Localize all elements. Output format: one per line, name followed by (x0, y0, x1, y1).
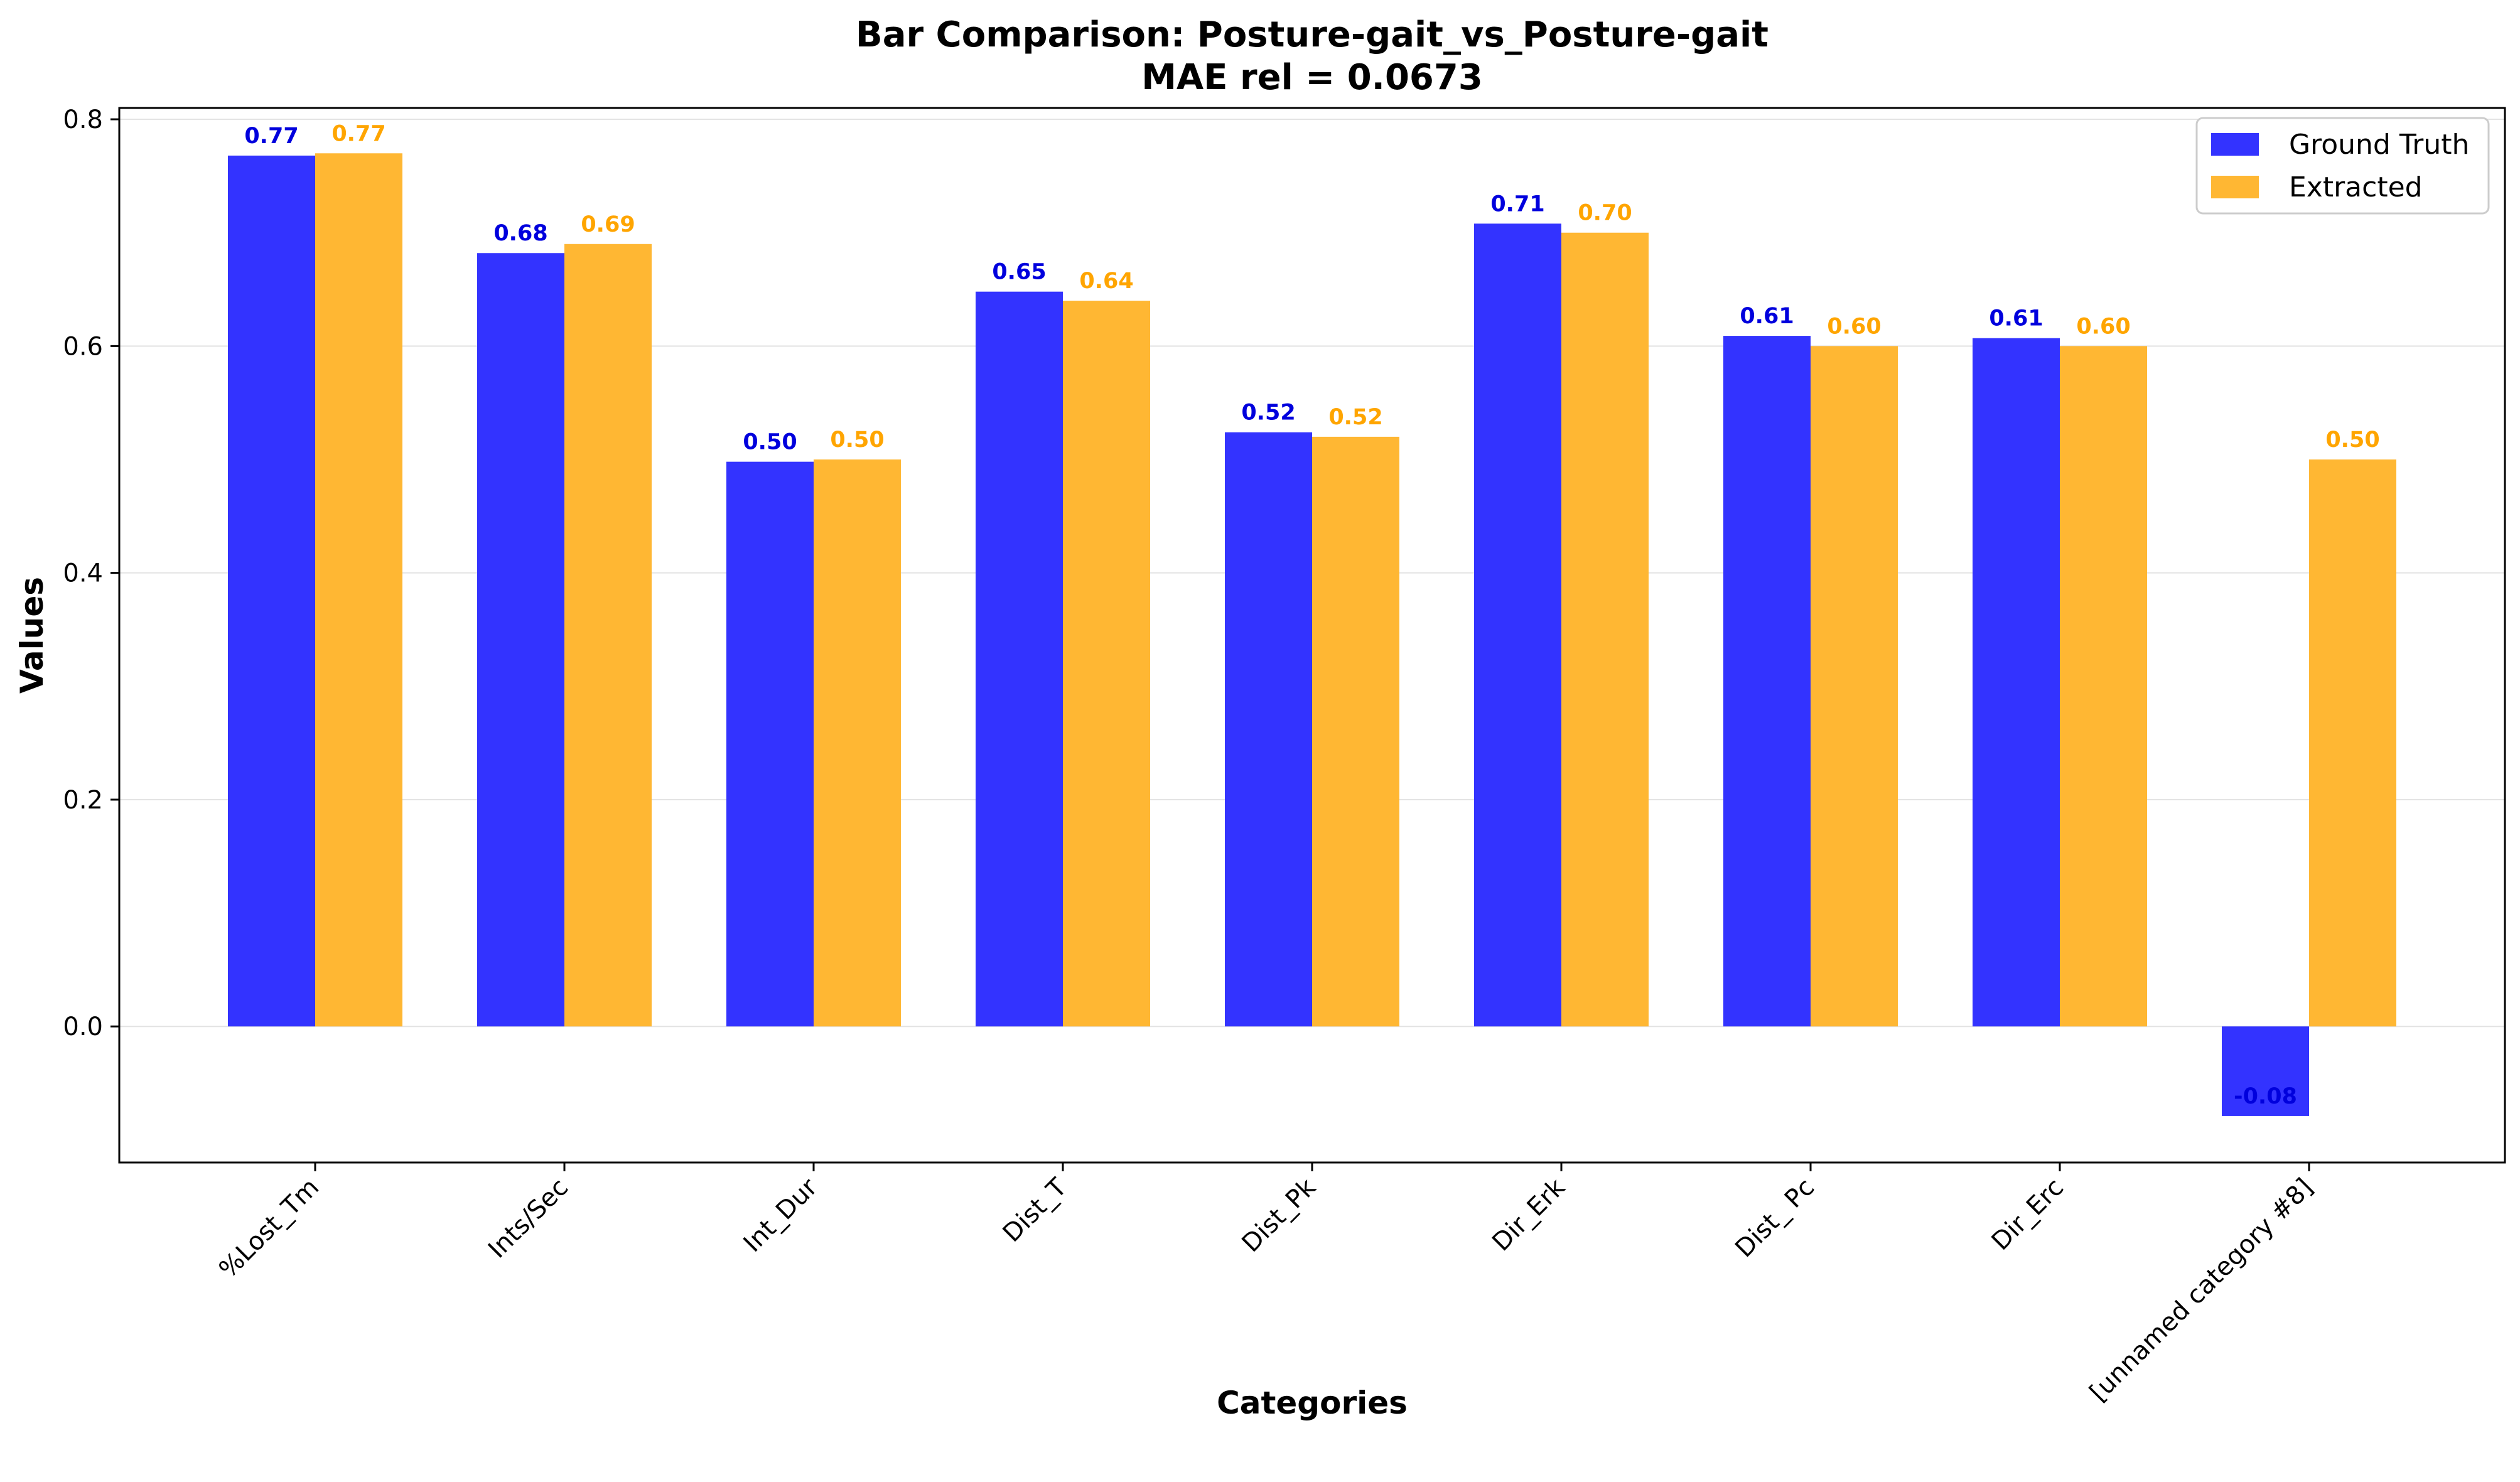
bar-ground-truth (1474, 223, 1561, 1027)
bar-extracted (315, 153, 402, 1027)
x-tick-label: Ints/Sec (483, 1173, 574, 1264)
value-label-extracted: 0.64 (1079, 269, 1133, 294)
value-label-extracted: 0.50 (2325, 427, 2379, 453)
x-tick-label: Int_Dur (738, 1173, 824, 1258)
y-tick-label: 0.2 (63, 786, 103, 815)
bar-extracted (814, 459, 901, 1027)
legend-swatch-extracted (2211, 176, 2259, 198)
legend-label-ground-truth: Ground Truth (2289, 129, 2469, 161)
chart-subtitle: MAE rel = 0.0673 (1141, 57, 1483, 98)
x-tick-label: Dir_Erk (1487, 1173, 1571, 1257)
bar-extracted (1312, 436, 1399, 1027)
y-axis-label: Values (14, 577, 50, 694)
bar-extracted (1063, 301, 1150, 1027)
x-tick-label: Dir_Erc (1986, 1173, 2069, 1256)
value-label-ground-truth: 0.61 (1989, 306, 2043, 331)
value-label-ground-truth: 0.71 (1490, 191, 1544, 217)
bars (228, 153, 2396, 1116)
bar-ground-truth (1723, 336, 1811, 1027)
y-tick-label: 0.4 (63, 559, 103, 588)
x-axis-ticks: %Lost_Tm Ints/Sec Int_Dur Dist_T Dist_Pk Dir_… (213, 1163, 2318, 1407)
x-axis-label: Categories (1217, 1385, 1408, 1421)
y-tick-label: 0.6 (63, 332, 103, 361)
value-labels: 0.77 0.68 0.50 0.65 0.52 0.71 0.61 0.61 -0.08 0.7… (244, 121, 2379, 1109)
bar-ground-truth (477, 253, 564, 1027)
bar-ground-truth (2222, 1026, 2309, 1116)
bar-ground-truth (228, 155, 315, 1027)
value-label-ground-truth: 0.61 (1740, 304, 1794, 329)
x-tick-label: Dist_Pk (1236, 1173, 1322, 1258)
value-label-extracted: 0.70 (1578, 201, 1632, 226)
bar-extracted (564, 244, 652, 1027)
value-label-extracted: 0.60 (1827, 314, 1881, 339)
value-label-ground-truth: -0.08 (2234, 1084, 2297, 1109)
chart-title: Bar Comparison: Posture-gait_vs_Posture-… (856, 14, 1769, 55)
y-tick-label: 0.0 (63, 1012, 103, 1041)
value-label-extracted: 0.50 (830, 427, 884, 453)
value-label-extracted: 0.69 (581, 212, 635, 237)
value-label-ground-truth: 0.77 (244, 124, 298, 149)
value-label-ground-truth: 0.50 (743, 430, 797, 455)
bar-ground-truth (1973, 338, 2060, 1027)
legend-label-extracted: Extracted (2289, 171, 2423, 203)
bar-ground-truth (726, 461, 814, 1027)
value-label-extracted: 0.60 (2076, 314, 2130, 339)
value-label-extracted: 0.77 (331, 121, 385, 146)
x-tick-label: Dist_ Pc (1730, 1173, 1820, 1264)
bar-extracted (2060, 346, 2147, 1027)
bar-ground-truth (976, 291, 1063, 1027)
x-tick-label: %Lost_Tm (213, 1173, 325, 1284)
legend-swatch-ground-truth (2211, 133, 2259, 156)
x-tick-label: [unnamed category #8] (2084, 1173, 2318, 1407)
bar-extracted (1561, 232, 1649, 1027)
value-label-ground-truth: 0.52 (1241, 400, 1295, 426)
bar-ground-truth (1225, 432, 1312, 1027)
value-label-ground-truth: 0.65 (992, 260, 1046, 285)
bar-extracted (1811, 346, 1898, 1027)
value-label-ground-truth: 0.68 (493, 221, 547, 246)
y-tick-label: 0.8 (63, 105, 103, 134)
bar-extracted (2309, 459, 2396, 1027)
legend: Ground Truth Extracted (2195, 117, 2490, 215)
y-axis-ticks: 0.0 0.2 0.4 0.6 0.8 (63, 105, 119, 1041)
legend-box (2195, 117, 2490, 215)
x-tick-label: Dist_T (998, 1173, 1073, 1248)
value-label-extracted: 0.52 (1328, 405, 1382, 430)
